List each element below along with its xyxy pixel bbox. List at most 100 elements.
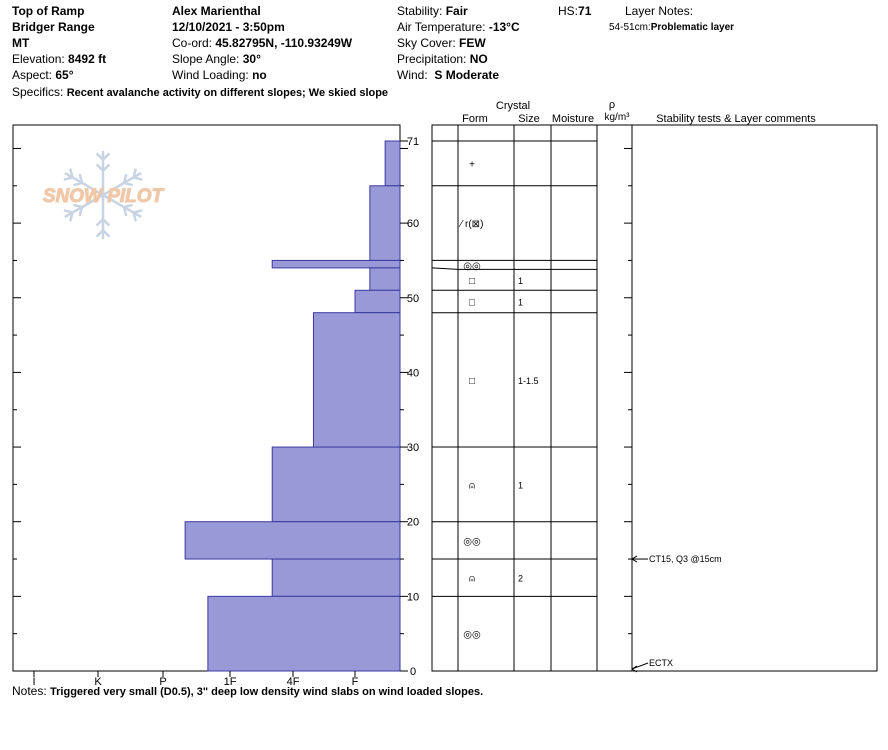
layer-notes-range: 54-51cm:	[609, 22, 651, 33]
precip-value: NO	[469, 52, 488, 66]
snowflake-branch	[102, 163, 111, 172]
snowflake-branch	[95, 218, 104, 227]
hs-value: 71	[578, 4, 592, 18]
depth-tick-label: 20	[407, 517, 419, 529]
location-name: Top of Ramp	[12, 4, 85, 18]
snowflake-branch	[133, 176, 143, 181]
hardness-tick-label: I	[32, 676, 35, 688]
hardness-bar	[271, 446, 401, 523]
snowflake-branch	[95, 229, 104, 238]
snowflake-branch	[78, 173, 84, 184]
comments-header: Stability tests & Layer comments	[656, 113, 816, 125]
snowflake-branch	[123, 203, 133, 209]
slope-label: Slope Angle:	[172, 52, 240, 66]
grain-size-label: 1	[518, 297, 523, 307]
hardness-bars	[184, 140, 401, 672]
wind-loading-label: Wind Loading:	[172, 68, 249, 82]
observer-name: Alex Marienthal	[172, 4, 261, 18]
snowflake-branch	[78, 206, 84, 217]
hardness-bar	[384, 140, 401, 187]
stability-test-label: ECTX	[649, 658, 673, 668]
grain-form-label: ⍝	[469, 480, 475, 491]
moisture-header: Moisture	[552, 113, 594, 125]
slope-value: 30°	[242, 52, 261, 66]
depth-tick-label: 10	[407, 591, 419, 603]
aspect-value: 65°	[55, 68, 74, 82]
snowflake-branch	[63, 209, 73, 214]
air-temp-label: Air Temperature:	[397, 20, 486, 34]
depth-tick-label: 0	[410, 666, 416, 678]
layer-notes-title: Layer Notes:	[625, 4, 694, 18]
hardness-bar	[184, 521, 401, 560]
stability-test-marker	[631, 662, 649, 670]
sky-label: Sky Cover:	[397, 36, 456, 50]
hardness-tick-label: F	[352, 676, 359, 688]
snowflake-branch	[102, 152, 111, 161]
snowflake-branch	[63, 176, 73, 181]
stability-value: Fair	[445, 4, 468, 18]
snowflake-icon	[63, 151, 143, 239]
snowflake-branch	[95, 163, 104, 172]
grain-form-label: □	[469, 297, 475, 308]
range-name: Bridger Range	[12, 20, 95, 34]
snowflake-branch	[123, 181, 133, 187]
layer-connector	[431, 267, 459, 270]
hardness-bar	[312, 312, 401, 448]
notes-text: Triggered very small (D0.5), 3" deep low…	[50, 686, 484, 698]
hardness-tick-label: P	[159, 676, 166, 688]
hardness-tick-label: K	[94, 676, 102, 688]
depth-tick-label: 71	[407, 136, 419, 148]
snowflake-branch	[132, 168, 138, 178]
layer-rows: + ⁄ r(⊠) ◎◎ □ 1 □ 1 □ 1-1.5 ⍝ 1 ◎◎ ⍝ 2 ◎◎	[431, 140, 597, 672]
layer-table-frame	[431, 124, 878, 672]
wind-loading-value: no	[252, 68, 267, 82]
aspect-label: Aspect:	[12, 68, 53, 82]
grain-form-label: □	[469, 276, 475, 287]
arrow-icon	[631, 665, 638, 673]
snowflake-branch	[122, 206, 128, 217]
layer-notes-text: Problematic layer	[650, 22, 735, 33]
layer-notes-line: 54-51cm:Problematic layer	[609, 20, 734, 36]
density-header: kg/m³	[605, 112, 631, 123]
specifics-text: Recent avalanche activity on different s…	[66, 87, 389, 99]
arrow-icon	[631, 555, 638, 563]
size-header: Size	[518, 113, 539, 125]
grain-size-label: 1-1.5	[518, 376, 539, 386]
obs-datetime: 12/10/2021 - 3:50pm	[172, 20, 285, 34]
depth-tick-label: 40	[407, 367, 419, 379]
grain-size-label: 1	[518, 276, 523, 286]
observer-info: Alex Marienthal 12/10/2021 - 3:50pm Co-o…	[172, 3, 352, 83]
grain-form-label: ⁄ r(⊠)	[458, 219, 484, 230]
grain-form-label: ◎◎	[463, 630, 481, 641]
elevation-label: Elevation:	[12, 52, 65, 66]
state-name: MT	[12, 36, 30, 50]
wind-value: S Moderate	[434, 68, 500, 82]
snowflake-branch	[73, 203, 83, 209]
logo-text: SNOW PILOT	[43, 186, 165, 207]
snowflake-branch	[73, 181, 83, 187]
hardness-axis: I K P 1F 4F F	[32, 671, 359, 688]
hs-label: HS:	[558, 4, 579, 18]
conditions-info: Stability: Fair Air Temperature: -13°C S…	[397, 3, 520, 83]
sky-value: FEW	[459, 36, 486, 50]
hardness-bar	[369, 185, 401, 261]
wind-label: Wind:	[397, 68, 428, 82]
grain-size-label: 1	[518, 480, 523, 490]
coord-value: 45.82795N, -110.93249W	[215, 36, 353, 50]
hardness-bar	[207, 595, 401, 672]
coord-label: Co-ord:	[172, 36, 213, 50]
hardness-bar	[271, 259, 401, 269]
grain-size-label: 2	[518, 574, 523, 584]
air-temp-value: -13°C	[488, 20, 520, 34]
grain-form-label: ⍝	[469, 574, 475, 585]
snowflake-branch	[102, 218, 111, 227]
snowpilot-logo: SNOW PILOT	[42, 151, 165, 239]
snowflake-branch	[132, 212, 138, 222]
snowflake-branch	[68, 212, 74, 222]
form-header: Form	[462, 113, 488, 125]
stability-test-label: CT15, Q3 @15cm	[649, 554, 722, 564]
depth-tick-label: 60	[407, 218, 419, 230]
stability-tests: CT15, Q3 @15cm ECTX	[631, 554, 722, 673]
specifics-line: Specifics: Recent avalanche activity on …	[12, 84, 388, 101]
